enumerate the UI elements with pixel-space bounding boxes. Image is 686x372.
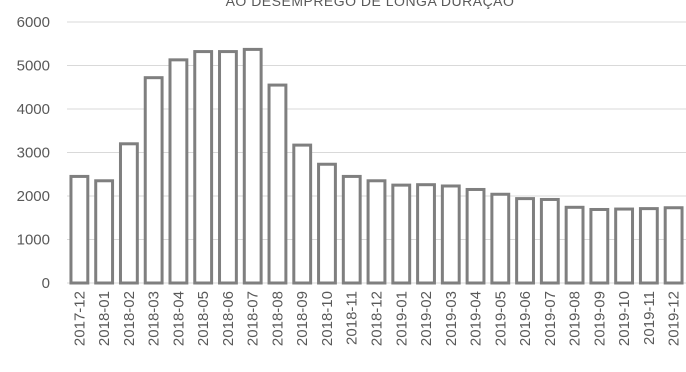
bar-2019-06: [515, 197, 535, 285]
y-tick-label: 2000: [17, 188, 50, 205]
x-tick-label: 2019-10: [616, 291, 633, 346]
bar-2018-09: [292, 143, 313, 285]
x-tick-label: 2018-11: [344, 291, 361, 345]
x-tick-label: 2019-06: [517, 291, 534, 346]
bars: [69, 47, 684, 285]
bar-2019-02: [416, 183, 436, 285]
x-tick-label: 2019-12: [666, 291, 683, 346]
bar-2018-10: [317, 162, 337, 285]
bar-2019-03: [440, 184, 461, 285]
y-tick-label: 1000: [17, 232, 50, 249]
x-tick-label: 2018-02: [121, 291, 138, 346]
y-tick-label: 6000: [17, 14, 50, 31]
y-tick-label: 0: [42, 275, 50, 292]
x-tick-label: 2018-09: [294, 291, 311, 346]
x-tick-label: 2018-07: [245, 291, 262, 346]
chart-title: AO DESEMPREGO DE LONGA DURAÇÃO: [226, 0, 515, 9]
x-tick-label: 2019-03: [443, 291, 460, 346]
bar-2018-08: [267, 83, 288, 285]
y-tick-label: 4000: [17, 101, 50, 118]
x-tick-label: 2019-09: [591, 291, 608, 346]
x-tick-label: 2019-08: [567, 291, 584, 346]
x-tick-label: 2019-11: [641, 291, 658, 345]
bar-2019-10: [614, 207, 635, 285]
bar-2018-04: [168, 58, 189, 285]
bar-2019-12: [663, 206, 684, 285]
bar-2019-08: [564, 205, 585, 285]
x-tick-label: 2019-07: [542, 291, 559, 346]
x-axis: 2017-12 2018-01 2018-02 2018-03 2018-04 2018-…: [71, 291, 682, 346]
bar-2019-07: [539, 197, 560, 285]
bar-2018-05: [193, 50, 214, 285]
y-tick-label: 3000: [17, 145, 50, 162]
x-tick-label: 2018-06: [220, 291, 237, 346]
bar-2019-11: [638, 207, 659, 285]
bar-2018-01: [94, 179, 115, 285]
x-tick-label: 2017-12: [71, 291, 88, 346]
bar-2017-12: [69, 174, 90, 285]
x-tick-label: 2018-10: [319, 291, 336, 346]
bar-2019-05: [490, 192, 511, 285]
x-tick-label: 2018-04: [170, 291, 187, 346]
bar-2018-07: [242, 47, 263, 285]
x-tick-label: 2019-02: [418, 291, 435, 346]
x-tick-label: 2018-01: [96, 291, 113, 346]
bar-2019-01: [391, 183, 412, 285]
x-tick-label: 2018-03: [146, 291, 163, 346]
x-tick-label: 2018-05: [195, 291, 212, 346]
x-tick-label: 2019-05: [492, 291, 509, 346]
x-tick-label: 2019-04: [468, 291, 485, 346]
bar-2018-12: [366, 179, 387, 285]
bar-2018-06: [218, 50, 238, 285]
x-tick-label: 2018-08: [269, 291, 286, 346]
bar-2018-02: [118, 142, 139, 285]
x-tick-label: 2018-12: [369, 291, 386, 346]
bar-2019-09: [589, 207, 610, 285]
y-axis: 0 1000 2000 3000 4000 5000 6000: [17, 14, 50, 292]
y-tick-label: 5000: [17, 58, 50, 75]
bar-2018-03: [143, 76, 164, 285]
x-tick-label: 2019-01: [393, 291, 410, 346]
bar-2018-11: [341, 174, 362, 285]
bar-2019-04: [465, 187, 486, 285]
